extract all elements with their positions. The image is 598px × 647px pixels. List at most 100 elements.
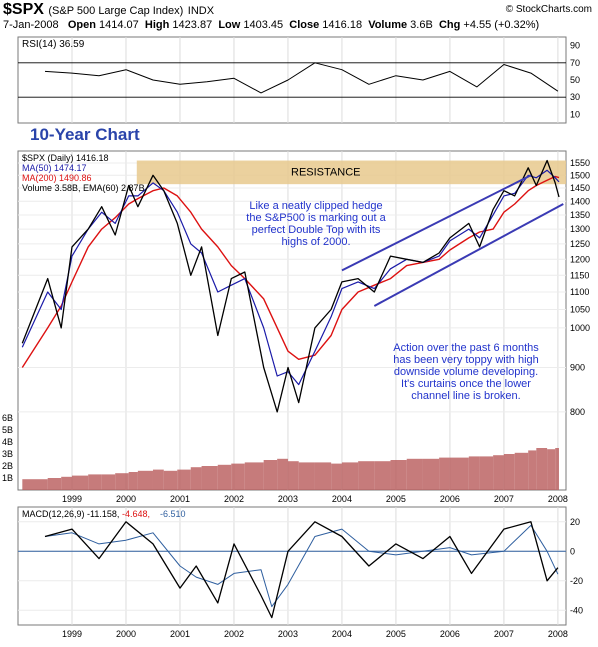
rsi-legend: RSI(14) 36.59	[22, 39, 85, 50]
quote-date: 7-Jan-2008	[3, 19, 59, 31]
price-xtick-label: 2001	[170, 494, 190, 504]
volume-bar	[374, 461, 391, 490]
volume-bar	[47, 478, 62, 490]
volume-bar	[231, 463, 245, 490]
macd-xtick-label: 2001	[170, 629, 190, 639]
rsi-line	[44, 62, 559, 94]
volume-bar	[439, 457, 450, 490]
ma50-line	[21, 169, 560, 386]
low-label: Low	[218, 19, 241, 31]
volume-bar	[137, 470, 153, 490]
price-xtick-label: 2006	[440, 494, 460, 504]
price-tick-label: 900	[570, 363, 585, 373]
price-tick-label: 1500	[570, 170, 590, 180]
volume-tick-label: 3B	[2, 449, 13, 459]
ma50-legend: MA(50) 1474.17	[22, 163, 87, 173]
quote-line: 7-Jan-2008 Open 1414.07 High 1423.87 Low…	[3, 19, 539, 31]
price-tick-label: 1000	[570, 323, 590, 333]
ma200-line	[21, 175, 560, 368]
macd-xtick-label: 2000	[116, 629, 136, 639]
exchange: INDX	[187, 5, 215, 17]
volume-bar	[341, 462, 359, 490]
price-tick-label: 1200	[570, 254, 590, 264]
price-tick-label: 1250	[570, 239, 590, 249]
volume-bar	[201, 466, 218, 490]
price-xtick-label: 2003	[278, 494, 298, 504]
volume-tick-label: 5B	[2, 425, 13, 435]
macd-legend: MACD(12,26,9) -11.158,	[22, 509, 119, 519]
annotation-toppy-action: Action over the past 6 months has been ve…	[393, 342, 539, 402]
volume-bar	[163, 470, 178, 490]
volume-bar	[190, 467, 202, 490]
price-tick-label: 1350	[570, 210, 590, 220]
volume-bar	[115, 473, 129, 490]
close-value: 1416.18	[322, 19, 363, 31]
volume-bar	[331, 463, 342, 490]
price-tick-label: 1100	[570, 287, 589, 297]
volume-bar	[493, 455, 504, 490]
volume-bar	[314, 462, 332, 490]
price-line	[21, 159, 560, 413]
volume-bar	[71, 475, 89, 490]
high-value: 1423.87	[172, 19, 213, 31]
price-xtick-label: 2004	[332, 494, 352, 504]
volume-bar	[449, 457, 469, 490]
high-label: High	[144, 19, 170, 31]
annotation-double-top: Like a neatly clipped hedge the S&P500 is…	[246, 200, 386, 248]
close-label: Close	[289, 19, 320, 31]
volume-bar	[128, 472, 138, 490]
macd-xtick-label: 2005	[386, 629, 406, 639]
volume-bar	[422, 458, 440, 490]
price-tick-label: 1400	[570, 196, 590, 206]
volume-legend: Volume 3.58B, EMA(60) 2.87B	[22, 183, 145, 193]
volume-bar	[468, 456, 480, 490]
price-legend: $SPX (Daily) 1416.18	[22, 153, 109, 163]
credit: © StockCharts.com	[505, 4, 592, 15]
volume-bar	[358, 461, 375, 490]
channel-upper-line	[341, 174, 532, 272]
channel-lower-line	[373, 203, 564, 307]
volume-value: 3.6B	[410, 19, 433, 31]
volume-bar	[244, 462, 264, 490]
volume-bar	[217, 464, 232, 490]
volume-bar	[101, 474, 116, 490]
volume-bar	[177, 469, 191, 490]
macd-xtick-label: 2008	[548, 629, 568, 639]
chg-value: +4.55 (+0.32%)	[463, 19, 540, 31]
volume-bar	[406, 458, 423, 490]
macd-legend-signal: -4.648,	[122, 509, 150, 519]
macd-tick-label: -20	[570, 576, 583, 586]
macd-tick-label: -40	[570, 605, 583, 615]
volume-bar	[479, 456, 494, 490]
macd-xtick-label: 2006	[440, 629, 460, 639]
macd-signal-line	[44, 524, 559, 608]
macd-xtick-label: 2004	[332, 629, 352, 639]
volume-bar	[503, 454, 515, 490]
price-tick-label: 1150	[570, 270, 589, 280]
chart-symbol-title: $SPX (S&P 500 Large Cap Index) INDX	[3, 1, 214, 19]
macd-legend-hist: -6.510	[160, 509, 186, 519]
price-tick-label: 1300	[570, 224, 590, 234]
price-tick-label: 1450	[570, 183, 590, 193]
volume-label: Volume	[368, 19, 408, 31]
price-tick-label: 1550	[570, 158, 590, 168]
price-xtick-label: 2007	[494, 494, 514, 504]
price-tick-label: 800	[570, 407, 585, 417]
ma200-legend: MA(200) 1490.86	[22, 173, 92, 183]
open-value: 1414.07	[99, 19, 139, 31]
low-value: 1403.45	[243, 19, 284, 31]
volume-bar	[390, 460, 407, 490]
macd-tick-label: 20	[570, 517, 580, 527]
chg-label: Chg	[438, 19, 461, 31]
macd-xtick-label: 2003	[278, 629, 298, 639]
macd-line	[44, 521, 559, 619]
macd-panel	[17, 506, 567, 626]
volume-tick-label: 4B	[2, 437, 13, 447]
rsi-tick-label: 10	[570, 109, 580, 119]
resistance-band	[136, 160, 566, 185]
volume-bar	[61, 476, 72, 490]
volume-bar	[287, 461, 299, 490]
rsi-panel	[17, 36, 567, 124]
volume-bar	[555, 448, 559, 490]
rsi-tick-label: 30	[570, 92, 580, 102]
